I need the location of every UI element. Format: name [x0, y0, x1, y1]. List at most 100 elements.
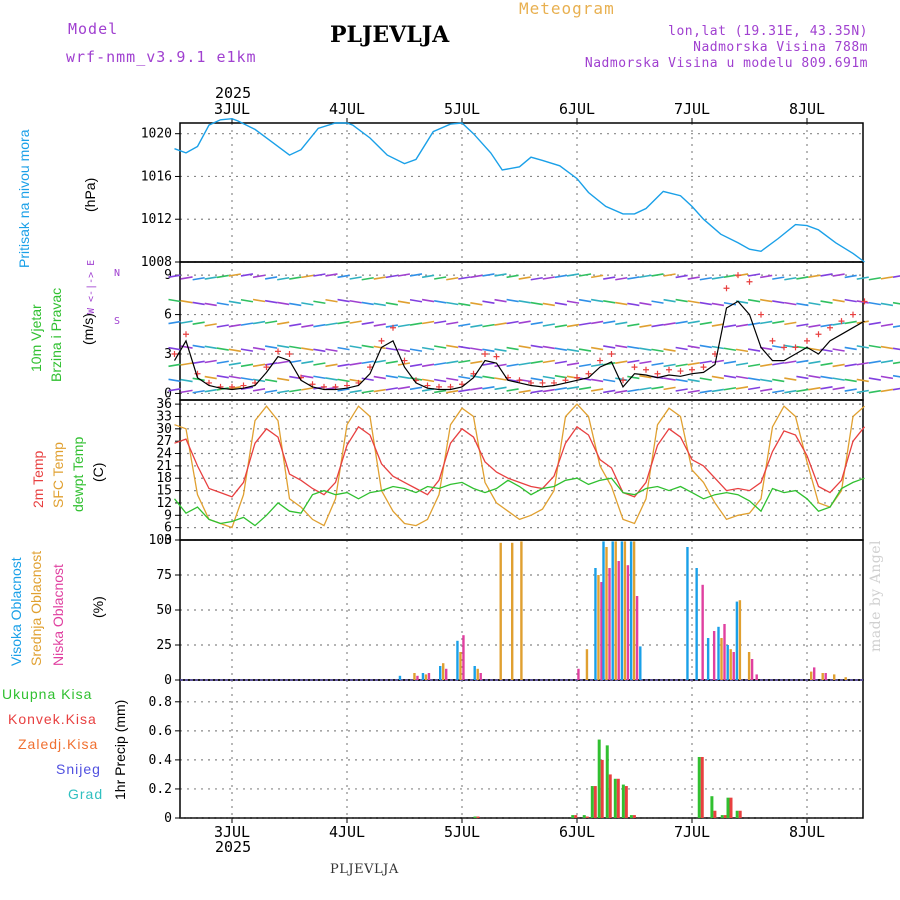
wind-barb [892, 347, 900, 351]
wind-barb [808, 386, 821, 391]
wind-barb [711, 302, 725, 307]
wind-gust-marker [620, 377, 626, 384]
wind-barb [578, 348, 592, 352]
wind-barb [675, 274, 688, 279]
wind-barb [228, 362, 242, 366]
wind-barb [470, 347, 483, 351]
precip-bar-convective [600, 759, 604, 818]
wind-barb [252, 388, 266, 392]
wind-barb [723, 360, 737, 365]
y-tick-label: 30 [156, 422, 172, 437]
wind-barb [421, 298, 435, 303]
wind-barb [204, 388, 217, 393]
wind-barb [699, 389, 712, 394]
cloud-bar-mid [747, 652, 751, 680]
wind-gust-marker [861, 298, 868, 305]
wind-barb [735, 375, 749, 380]
wind-barb [747, 348, 761, 352]
cloud-bar-mid [520, 541, 523, 680]
y-tick-label: 1012 [141, 212, 172, 227]
wind-gust-marker [608, 351, 615, 357]
cloud-bar-high [735, 601, 739, 680]
wind-barb [844, 378, 857, 383]
wind-barb [578, 273, 592, 277]
precip-bar-convective [723, 815, 727, 818]
model-label: Model [68, 20, 119, 38]
wind-gust-marker [723, 285, 730, 292]
cloud-bar-mid [413, 673, 416, 680]
precip-bar-total [621, 784, 625, 818]
cloud-bar-high [695, 568, 698, 680]
wind-barb [240, 298, 254, 303]
wind-barb [856, 378, 869, 383]
wind-barb [723, 274, 737, 279]
day-label-top: 4JUL [329, 100, 365, 118]
wind-barb [361, 344, 374, 349]
wind-barb [820, 375, 833, 380]
wind-barb [844, 346, 857, 351]
wind-barb [216, 374, 229, 379]
wind-barb [313, 375, 326, 380]
sfc-temp-line [174, 403, 865, 529]
wind-barb [832, 386, 845, 391]
wind-barb [723, 301, 737, 306]
wind-barb [361, 389, 374, 394]
wind-barb [530, 321, 543, 326]
altitude-text: Nadmorska Visina 788m [693, 40, 868, 55]
wind-barb [566, 386, 580, 390]
wind-barb [180, 378, 193, 383]
cloud-bar-high [620, 541, 624, 680]
wind-barb [675, 378, 688, 383]
wind-barb [482, 362, 495, 366]
wind-gust-marker [700, 364, 707, 371]
wind-barb [820, 300, 833, 304]
cloud-bar-mid [442, 663, 445, 680]
wind-barb [373, 359, 386, 364]
cloud-bar-mid [511, 542, 514, 680]
wind-barb [603, 378, 616, 383]
wind-barb [542, 388, 555, 393]
wind-barb [808, 274, 821, 278]
wind-barb [651, 386, 664, 390]
precip-bar-convective [574, 815, 578, 818]
wind-barb [434, 378, 447, 383]
wind-barb [446, 389, 459, 394]
wind-gust-marker [240, 382, 247, 389]
wind-barb [784, 360, 797, 364]
cloud-bar-high [629, 541, 633, 680]
wind-barb [868, 389, 881, 394]
wind-barb [735, 386, 749, 390]
precip-bar-convective [738, 810, 742, 818]
y-tick-label: 1016 [141, 169, 172, 184]
wind-barb [639, 274, 652, 279]
wind-barb [651, 323, 664, 328]
panel-frame [179, 122, 864, 263]
precip-bar-total [720, 815, 724, 818]
wind-barb [434, 299, 447, 304]
wind-barb [880, 375, 894, 380]
cloud-bar-high [398, 675, 402, 680]
wind-barb [180, 276, 193, 280]
wind-barb [687, 320, 700, 324]
wind-barb [240, 348, 254, 352]
y-tick-label: 0.6 [149, 724, 172, 739]
precip-bar-convective [713, 810, 717, 818]
wind-barb [458, 359, 471, 364]
wind-barb [542, 276, 555, 280]
precip-bar-total [697, 756, 701, 818]
wind-gust-marker [758, 311, 764, 318]
wind-barb [578, 363, 592, 368]
wind-barb [590, 363, 604, 368]
y-tick-label: 0.8 [149, 695, 172, 710]
wind-barb [337, 274, 350, 279]
wind-barb [313, 273, 326, 277]
wind-barb [542, 323, 555, 327]
wind-barb [349, 378, 362, 383]
wind-barb [494, 363, 507, 368]
wind-barb [313, 323, 326, 328]
wind-barb [373, 388, 386, 393]
wind-barb [880, 323, 894, 327]
wind-barb [349, 320, 362, 324]
wind-barb [566, 362, 580, 366]
precip-bar-convective [585, 816, 589, 818]
